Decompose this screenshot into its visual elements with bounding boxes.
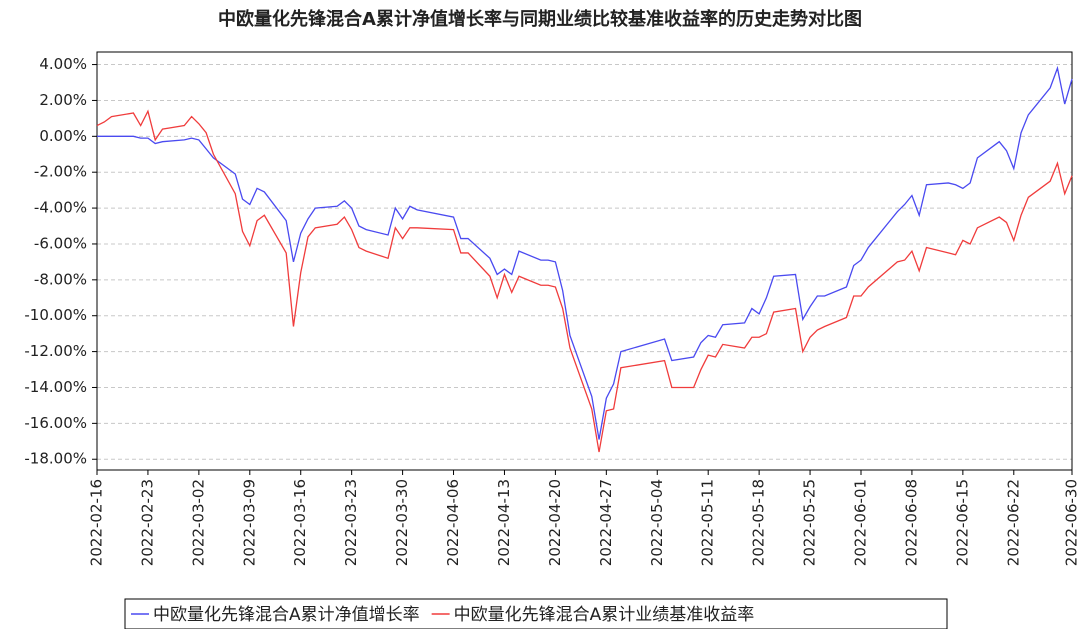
x-tick-label: 2022-05-04 [648,479,666,566]
x-tick-label: 2022-06-30 [1063,479,1081,566]
x-tick-label: 2022-06-15 [953,479,971,566]
x-tick-label: 2022-06-08 [902,479,920,566]
y-tick-label: 0.00% [39,127,87,145]
x-tick-label: 2022-03-02 [189,479,207,566]
series-line [97,65,1073,440]
y-tick-label: -2.00% [34,163,87,181]
x-tick-label: 2022-05-25 [801,479,819,566]
y-tick-label: -4.00% [34,199,87,217]
y-tick-label: -6.00% [34,234,87,252]
x-tick-label: 2022-03-30 [393,479,411,566]
plot-frame [96,51,1073,471]
chart-title: 中欧量化先锋混合A累计净值增长率与同期业绩比较基准收益率的历史走势对比图 [218,8,862,30]
legend-label: 中欧量化先锋混合A累计业绩基准收益率 [454,605,755,625]
x-tick-label: 2022-06-01 [851,479,869,566]
x-tick-label: 2022-02-16 [88,479,106,566]
y-tick-label: 2.00% [39,91,87,109]
x-tick-label: 2022-03-16 [291,479,309,566]
x-tick-label: 2022-04-20 [546,479,564,566]
y-tick-label: 4.00% [39,55,87,73]
legend-box [124,598,948,630]
y-tick-label: -12.00% [24,342,87,360]
x-tick-label: 2022-03-23 [342,479,360,566]
x-tick-label: 2022-05-11 [699,479,717,566]
x-tick-label: 2022-04-27 [597,479,615,566]
y-tick-label: -16.00% [24,414,87,432]
x-tick-label: 2022-06-22 [1004,479,1022,566]
y-tick-label: -10.00% [24,306,87,324]
x-tick-label: 2022-02-23 [138,479,156,566]
x-tick-label: 2022-05-18 [750,479,768,566]
x-tick-label: 2022-03-09 [240,479,258,566]
x-tick-label: 2022-04-06 [444,479,462,566]
legend-label: 中欧量化先锋混合A累计净值增长率 [153,605,420,625]
y-tick-label: -18.00% [24,450,87,468]
y-tick-label: -14.00% [24,378,87,396]
x-tick-label: 2022-04-13 [495,479,513,566]
series-line [96,109,1073,453]
y-tick-label: -8.00% [34,270,87,288]
